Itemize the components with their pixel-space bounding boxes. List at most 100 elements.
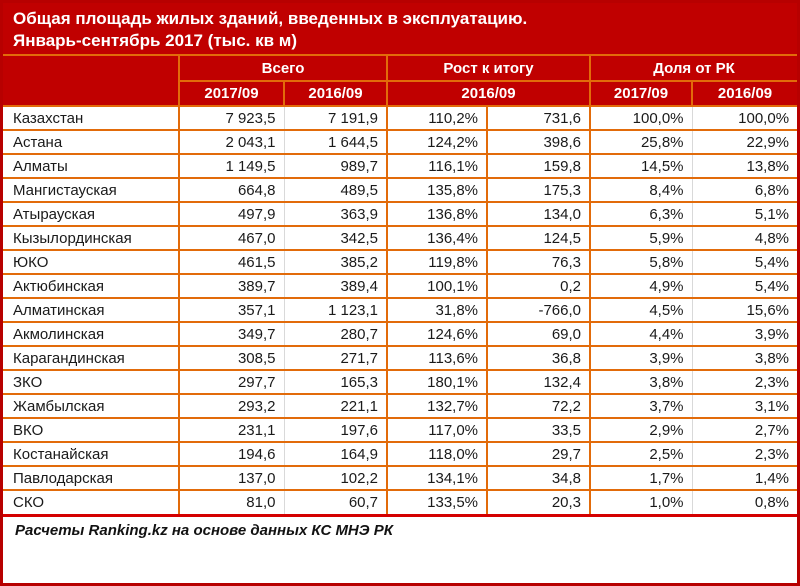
value-cell: 221,1 — [284, 394, 389, 419]
value-cell: 297,7 — [179, 370, 285, 395]
value-cell: 180,1% — [387, 370, 489, 395]
value-cell: 342,5 — [284, 226, 389, 251]
source-note: Расчеты Ranking.kz на основе данных КС М… — [3, 514, 797, 543]
value-cell: 731,6 — [487, 106, 592, 131]
table-row: Павлодарская 137,0 102,2 134,1% 34,8 1,7% 1,4% — [3, 466, 797, 491]
value-cell: 175,3 — [487, 178, 592, 203]
value-cell: 3,8% — [590, 370, 693, 395]
value-cell: 385,2 — [284, 250, 389, 275]
value-cell: 119,8% — [387, 250, 489, 275]
region-cell: Карагандинская — [3, 346, 180, 371]
value-cell: 133,5% — [387, 490, 489, 514]
value-cell: 110,2% — [387, 106, 489, 131]
region-cell: Актюбинская — [3, 274, 180, 299]
region-cell: Алматы — [3, 154, 180, 179]
value-cell: 197,6 — [284, 418, 389, 443]
table-body: Казахстан 7 923,5 7 191,9 110,2% 731,6 100,0%… — [3, 106, 797, 514]
value-cell: 134,0 — [487, 202, 592, 227]
value-cell: 72,2 — [487, 394, 592, 419]
value-cell: 461,5 — [179, 250, 285, 275]
title-line-2: Январь-сентябрь 2017 (тыс. кв м) — [13, 31, 298, 50]
report-title: Общая площадь жилых зданий, введенных в … — [3, 3, 797, 56]
value-cell: 664,8 — [179, 178, 285, 203]
region-cell: Павлодарская — [3, 466, 180, 491]
value-cell: 4,8% — [692, 226, 797, 251]
group-header-row: Всего Рост к итогу Доля от РК — [3, 56, 797, 107]
title-line-1: Общая площадь жилых зданий, введенных в … — [13, 9, 528, 28]
sub-header-share-2016: 2016/09 — [691, 81, 797, 107]
value-cell: 5,4% — [692, 274, 797, 299]
value-cell: 60,7 — [284, 490, 389, 514]
value-cell: 164,9 — [284, 442, 389, 467]
region-cell: ЮКО — [3, 250, 180, 275]
region-cell: Жамбылская — [3, 394, 180, 419]
region-cell: Астана — [3, 130, 180, 155]
value-cell: 2,9% — [590, 418, 693, 443]
value-cell: 102,2 — [284, 466, 389, 491]
table-row: Кызылординская 467,0 342,5 136,4% 124,5 5,9% 4… — [3, 226, 797, 251]
table-row: Астана 2 043,1 1 644,5 124,2% 398,6 25,8% 22,9… — [3, 130, 797, 155]
region-cell: Акмолинская — [3, 322, 180, 347]
value-cell: 165,3 — [284, 370, 389, 395]
value-cell: 194,6 — [179, 442, 285, 467]
group-header-share: Доля от РК — [589, 56, 797, 82]
sub-header-row: 2017/09 2016/09 2016/09 2017/09 2016/09 — [3, 81, 797, 107]
region-cell: Мангистауская — [3, 178, 180, 203]
region-cell: Кызылординская — [3, 226, 180, 251]
value-cell: 5,8% — [590, 250, 693, 275]
value-cell: 118,0% — [387, 442, 489, 467]
group-header-growth: Рост к итогу — [386, 56, 592, 82]
value-cell: 389,7 — [179, 274, 285, 299]
sub-header-total-2017: 2017/09 — [179, 81, 285, 107]
value-cell: 22,9% — [692, 130, 797, 155]
value-cell: 117,0% — [387, 418, 489, 443]
value-cell: 3,7% — [590, 394, 693, 419]
value-cell: 308,5 — [179, 346, 285, 371]
value-cell: 124,2% — [387, 130, 489, 155]
value-cell: 100,0% — [590, 106, 693, 131]
value-cell: 132,7% — [387, 394, 489, 419]
value-cell: 13,8% — [692, 154, 797, 179]
value-cell: 116,1% — [387, 154, 489, 179]
value-cell: 1 149,5 — [179, 154, 285, 179]
value-cell: 7 191,9 — [284, 106, 389, 131]
value-cell: 989,7 — [284, 154, 389, 179]
value-cell: 69,0 — [487, 322, 592, 347]
value-cell: 5,1% — [692, 202, 797, 227]
value-cell: 36,8 — [487, 346, 592, 371]
value-cell: 2 043,1 — [179, 130, 285, 155]
value-cell: 137,0 — [179, 466, 285, 491]
value-cell: 3,9% — [692, 322, 797, 347]
value-cell: 100,0% — [692, 106, 797, 131]
region-cell: Алматинская — [3, 298, 180, 323]
table-row: ЮКО 461,5 385,2 119,8% 76,3 5,8% 5,4% — [3, 250, 797, 275]
table-row: Акмолинская 349,7 280,7 124,6% 69,0 4,4% 3,9% — [3, 322, 797, 347]
value-cell: 2,3% — [692, 442, 797, 467]
value-cell: 2,7% — [692, 418, 797, 443]
value-cell: 293,2 — [179, 394, 285, 419]
group-header-total: Всего — [177, 56, 389, 82]
table-row: Костанайская 194,6 164,9 118,0% 29,7 2,5% 2,3% — [3, 442, 797, 467]
table-row: Атырауская 497,9 363,9 136,8% 134,0 6,3% 5,1% — [3, 202, 797, 227]
value-cell: 5,4% — [692, 250, 797, 275]
sub-header-share-2017: 2017/09 — [589, 81, 694, 107]
value-cell: 3,9% — [590, 346, 693, 371]
value-cell: 76,3 — [487, 250, 592, 275]
region-cell: Казахстан — [3, 106, 180, 131]
value-cell: 7 923,5 — [179, 106, 285, 131]
region-cell: Атырауская — [3, 202, 180, 227]
data-table: Всего Рост к итогу Доля от РК 2017/09 20… — [3, 56, 797, 514]
value-cell: 389,4 — [284, 274, 389, 299]
value-cell: 159,8 — [487, 154, 592, 179]
value-cell: 14,5% — [590, 154, 693, 179]
value-cell: 1 123,1 — [284, 298, 389, 323]
value-cell: -766,0 — [487, 298, 592, 323]
value-cell: 398,6 — [487, 130, 592, 155]
value-cell: 497,9 — [179, 202, 285, 227]
value-cell: 0,2 — [487, 274, 592, 299]
value-cell: 4,4% — [590, 322, 693, 347]
table-row: ЗКО 297,7 165,3 180,1% 132,4 3,8% 2,3% — [3, 370, 797, 395]
value-cell: 100,1% — [387, 274, 489, 299]
value-cell: 6,3% — [590, 202, 693, 227]
value-cell: 271,7 — [284, 346, 389, 371]
